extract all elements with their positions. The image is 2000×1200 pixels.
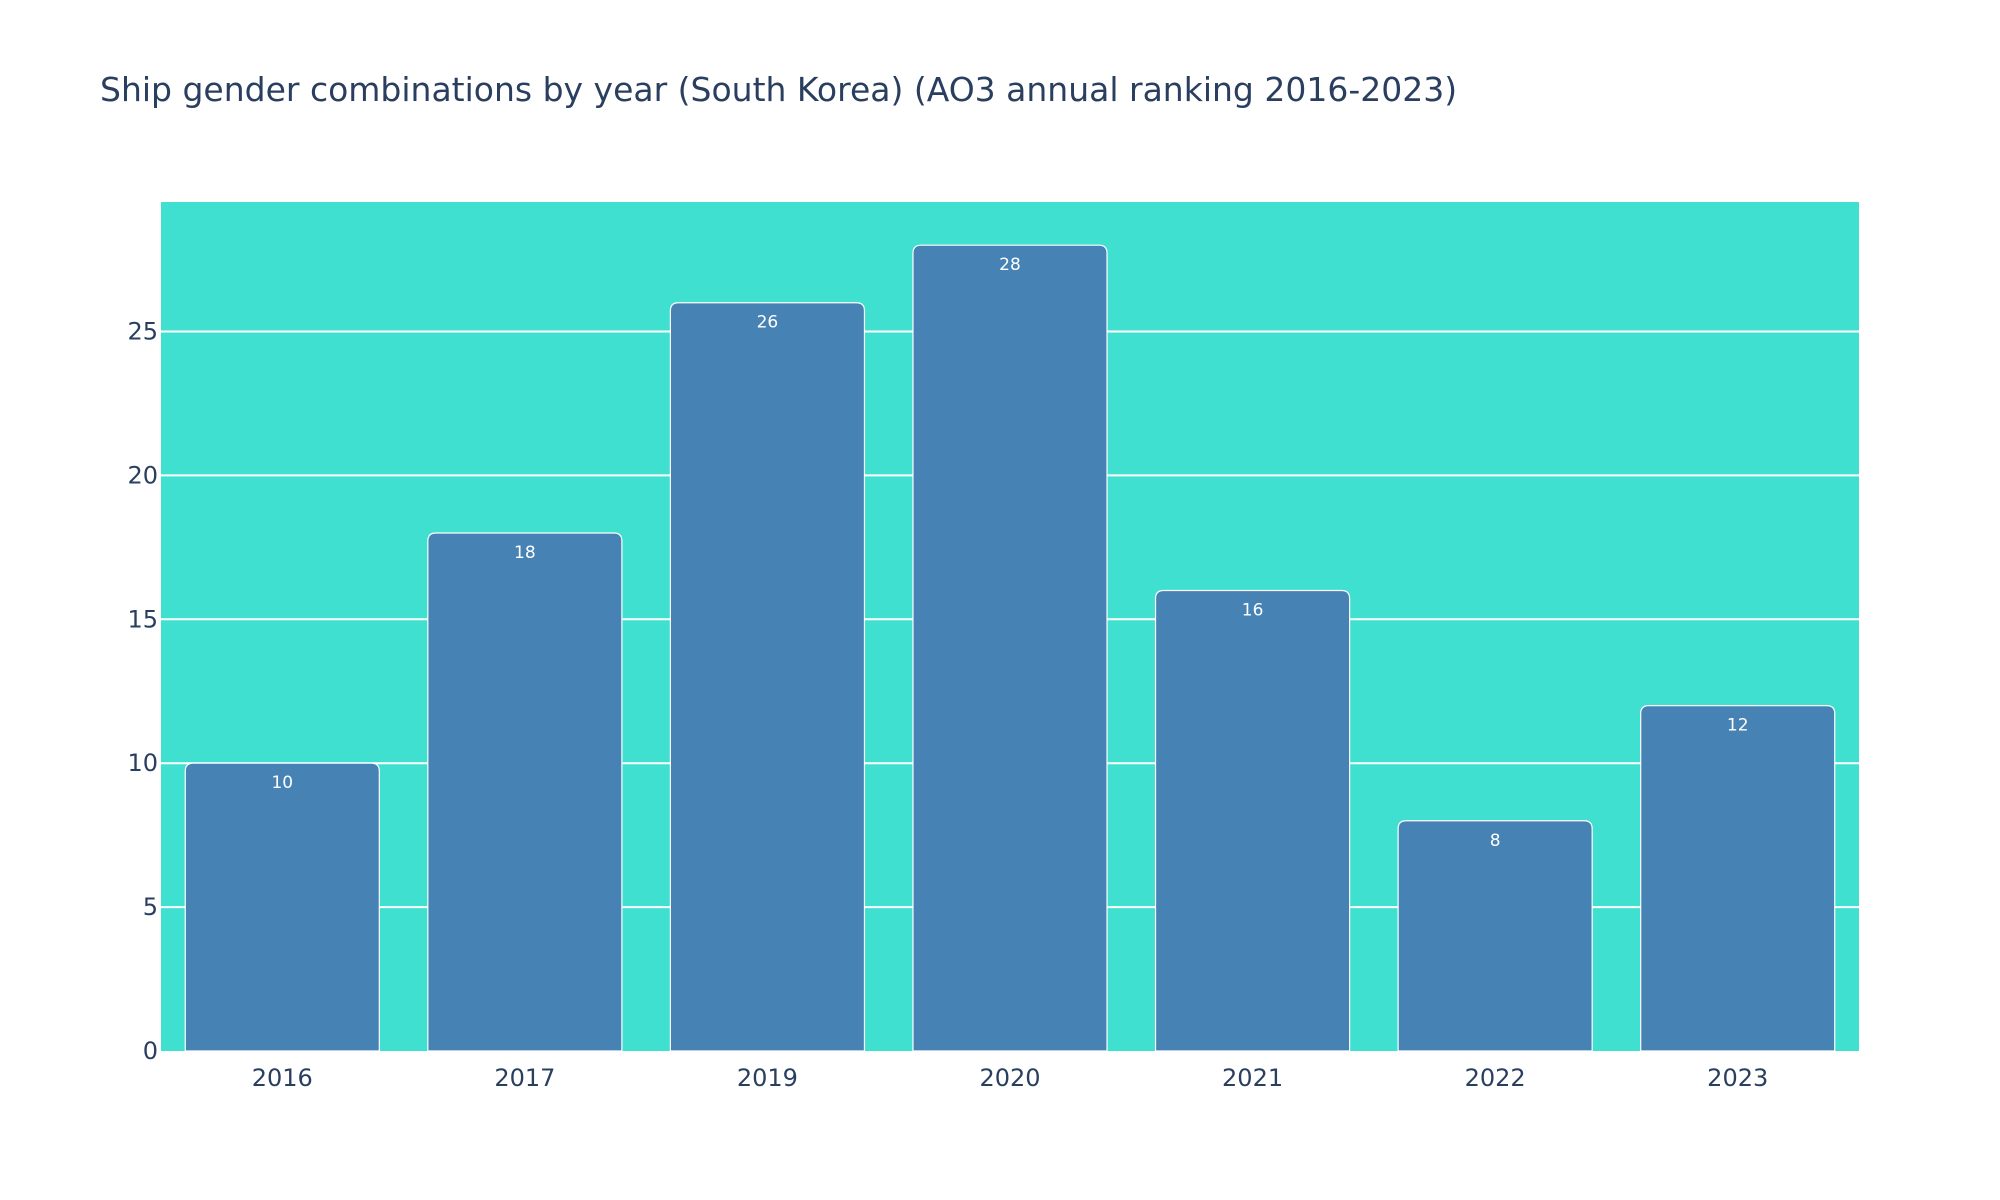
x-axis-ticks: 2016 2017 2019 2020 2021 2022 2023 <box>252 1064 1769 1092</box>
x-tick-label: 2017 <box>494 1064 555 1092</box>
bar-value-label: 10 <box>271 773 293 793</box>
y-tick-label: 20 <box>127 461 158 489</box>
x-tick-label: 2021 <box>1222 1064 1283 1092</box>
x-tick-label: 2019 <box>737 1064 798 1092</box>
bar-2022 <box>1397 820 1593 1052</box>
bar-value-label: 26 <box>757 313 779 333</box>
bar-value-label: 8 <box>1490 831 1501 851</box>
bar-value-label: 28 <box>999 255 1021 275</box>
y-tick-label: 5 <box>143 893 158 921</box>
bar-2023 <box>1640 705 1836 1052</box>
bar-value-labels: 10 18 26 28 16 8 12 <box>271 255 1748 851</box>
bar-2020 <box>912 244 1108 1052</box>
x-tick-label: 2016 <box>252 1064 313 1092</box>
bar-2019 <box>669 302 866 1052</box>
y-tick-label: 25 <box>127 318 158 346</box>
bar-value-label: 16 <box>1242 601 1264 621</box>
chart-title: Ship gender combinations by year (South … <box>100 70 1457 109</box>
bars <box>184 244 1836 1052</box>
bar-2021 <box>1154 589 1351 1052</box>
bar-value-label: 18 <box>514 543 536 563</box>
y-tick-label: 0 <box>143 1037 158 1065</box>
x-tick-label: 2023 <box>1707 1064 1768 1092</box>
x-tick-label: 2022 <box>1465 1064 1526 1092</box>
y-tick-label: 15 <box>127 605 158 633</box>
bar-2016 <box>184 762 380 1052</box>
bar-2017 <box>427 532 623 1052</box>
y-axis-ticks: 0 5 10 15 20 25 <box>127 318 158 1065</box>
y-tick-label: 10 <box>127 749 158 777</box>
bar-value-label: 12 <box>1727 716 1749 736</box>
x-tick-label: 2020 <box>979 1064 1040 1092</box>
